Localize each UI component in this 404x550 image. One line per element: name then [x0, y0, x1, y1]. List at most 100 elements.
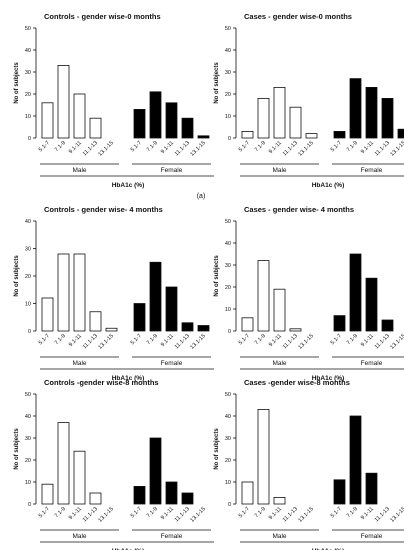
x-category-label: 5.1-7 [238, 140, 251, 153]
y-tick-label: 30 [225, 70, 231, 76]
y-tick-label: 40 [225, 414, 231, 420]
group-label-male: Male [72, 167, 86, 174]
y-tick-label: 40 [225, 48, 231, 54]
bar-male-5.1-7 [241, 481, 254, 505]
y-tick-label: 0 [28, 502, 31, 508]
bar-female-9.1-11 [365, 87, 378, 139]
bar-female-11.1-13 [381, 98, 394, 139]
bar-female-11.1-13 [381, 319, 394, 332]
y-tick-label: 10 [225, 307, 231, 313]
y-axis-label: No of subjects [14, 255, 20, 297]
x-category-label: 5.1-7 [238, 333, 251, 346]
chart-1: Controls - gender wise-0 months 0 10 20 30 40… [14, 12, 214, 189]
group-label-female: Female [361, 167, 383, 174]
x-category-label: 11.1-13 [282, 333, 299, 350]
y-tick-label: 10 [25, 302, 31, 308]
x-category-label: 11.1-13 [374, 506, 391, 523]
bar-male-13.1-15 [305, 133, 318, 139]
y-axis-label: No of subjects [214, 62, 220, 104]
x-category-label: 5.1-7 [330, 333, 343, 346]
chart-title: Cases - gender wise- 4 months [244, 205, 354, 214]
bar-female-7.1-9 [349, 253, 362, 332]
x-category-label: 13.1-15 [189, 333, 206, 350]
x-category-label: 13.1-15 [297, 140, 314, 157]
x-category-label: 5.1-7 [38, 333, 51, 346]
bar-female-7.1-9 [349, 415, 362, 505]
bar-male-5.1-7 [41, 483, 54, 505]
y-tick-label: 20 [25, 274, 31, 280]
bar-male-11.1-13 [89, 117, 102, 139]
y-tick-label: 10 [25, 480, 31, 486]
x-category-label: 7.1-9 [146, 506, 159, 519]
x-category-label: 11.1-13 [174, 140, 191, 157]
bar-female-5.1-7 [333, 479, 346, 505]
chart-4: Cases - gender wise- 4 months 0 10 20 30 40 50… [214, 205, 404, 382]
y-tick-label: 10 [25, 114, 31, 120]
bar-male-9.1-11 [73, 253, 86, 332]
group-label-male: Male [272, 360, 286, 367]
bar-female-9.1-11 [365, 472, 378, 505]
x-category-label: 11.1-13 [82, 506, 99, 523]
group-label-male: Male [272, 533, 286, 540]
x-category-label: 11.1-13 [374, 333, 391, 350]
y-axis-label: No of subjects [14, 428, 20, 470]
bar-female-9.1-11 [365, 277, 378, 332]
y-tick-label: 10 [225, 114, 231, 120]
bar-female-5.1-7 [133, 109, 146, 139]
y-tick-label: 0 [28, 329, 31, 335]
group-label-female: Female [161, 533, 183, 540]
bar-male-5.1-7 [241, 131, 254, 139]
bar-female-9.1-11 [165, 102, 178, 139]
bar-male-9.1-11 [273, 87, 286, 139]
x-category-label: 7.1-9 [254, 333, 267, 346]
group-label-female: Female [161, 167, 183, 174]
chart-title: Cases -gender wise-8 months [244, 378, 350, 387]
y-tick-label: 20 [225, 458, 231, 464]
y-tick-label: 30 [225, 263, 231, 269]
y-axis-label: No of subjects [14, 62, 20, 104]
y-tick-label: 20 [225, 92, 231, 98]
bar-male-9.1-11 [73, 93, 86, 139]
y-tick-label: 40 [25, 48, 31, 54]
x-category-label: 5.1-7 [330, 140, 343, 153]
chart-title: Controls - gender wise-0 months [44, 12, 161, 21]
x-category-label: 7.1-9 [254, 506, 267, 519]
x-category-label: 7.1-9 [346, 333, 359, 346]
x-axis-label: HbA1c (%) [312, 375, 345, 382]
bar-female-9.1-11 [165, 286, 178, 332]
y-tick-label: 50 [25, 26, 31, 32]
bar-female-7.1-9 [349, 78, 362, 139]
bar-male-9.1-11 [73, 450, 86, 505]
y-tick-label: 30 [25, 436, 31, 442]
y-tick-label: 20 [225, 285, 231, 291]
x-category-label: 11.1-13 [82, 140, 99, 157]
x-category-label: 13.1-15 [97, 333, 114, 350]
bar-male-5.1-7 [241, 317, 254, 332]
bar-male-7.1-9 [257, 98, 270, 139]
y-tick-label: 50 [25, 392, 31, 398]
bar-female-7.1-9 [149, 91, 162, 139]
y-tick-label: 50 [225, 219, 231, 225]
bar-male-11.1-13 [89, 492, 102, 505]
y-tick-label: 40 [25, 219, 31, 225]
x-category-label: 7.1-9 [346, 140, 359, 153]
group-label-female: Female [361, 360, 383, 367]
chart-3: Controls - gender wise- 4 months 0 10 20 30 4… [14, 205, 214, 382]
x-axis-label: HbA1c (%) [112, 375, 145, 382]
bar-female-5.1-7 [133, 303, 146, 332]
bar-male-7.1-9 [57, 422, 70, 505]
bar-female-5.1-7 [333, 315, 346, 332]
y-tick-label: 40 [25, 414, 31, 420]
x-category-label: 5.1-7 [38, 140, 51, 153]
y-axis-label: No of subjects [214, 255, 220, 297]
x-category-label: 5.1-7 [330, 506, 343, 519]
panel-label: (a) [197, 193, 206, 200]
bar-female-5.1-7 [133, 486, 146, 505]
group-label-female: Female [161, 360, 183, 367]
bar-male-11.1-13 [289, 328, 302, 332]
chart-title: Cases - gender wise-0 months [244, 12, 352, 21]
chart-title: Controls - gender wise- 4 months [44, 205, 163, 214]
x-category-label: 11.1-13 [282, 140, 299, 157]
bar-female-13.1-15 [397, 128, 404, 139]
y-axis-label: No of subjects [214, 428, 220, 470]
